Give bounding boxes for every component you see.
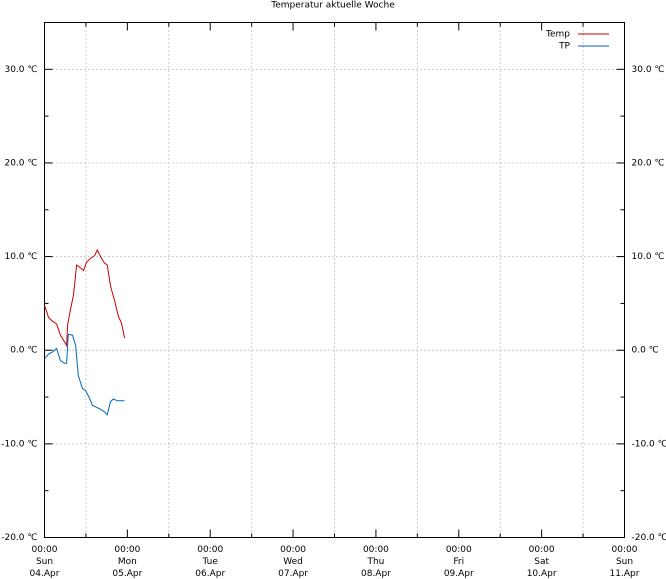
y2-tick-label: 10.0 ℃ bbox=[632, 252, 665, 262]
legend-label: TP bbox=[558, 42, 570, 52]
x-tick-date: 05.Apr bbox=[112, 569, 142, 579]
x-tick-date: 11.Apr bbox=[610, 569, 640, 579]
x-tick-day: Fri bbox=[453, 557, 464, 567]
x-tick-label: 00:00 bbox=[280, 545, 306, 555]
x-tick-label: 00:00 bbox=[114, 545, 140, 555]
x-tick-day: Thu bbox=[366, 557, 384, 567]
y2-tick-label: -10.0 ℃ bbox=[632, 439, 666, 449]
y-tick-label: 30.0 ℃ bbox=[4, 65, 37, 75]
x-tick-label: 00:00 bbox=[446, 545, 472, 555]
x-tick-date: 04.Apr bbox=[30, 569, 60, 579]
legend-label: Temp bbox=[545, 30, 570, 40]
x-tick-date: 10.Apr bbox=[527, 569, 557, 579]
data-line bbox=[44, 248, 126, 348]
x-tick-day: Tue bbox=[202, 557, 219, 567]
y2-tick-label: 30.0 ℃ bbox=[632, 65, 665, 75]
y-tick-label: -10.0 ℃ bbox=[1, 439, 37, 449]
x-tick-date: 08.Apr bbox=[361, 569, 391, 579]
x-tick-label: 00:00 bbox=[529, 545, 555, 555]
x-tick-day: Sat bbox=[534, 557, 549, 567]
x-tick-day: Wed bbox=[283, 557, 303, 567]
y-tick-label: 0.0 ℃ bbox=[10, 346, 37, 356]
x-tick-day: Mon bbox=[118, 557, 137, 567]
plot-frame bbox=[44, 22, 625, 538]
y-tick-label: -20.0 ℃ bbox=[1, 533, 37, 543]
data-line bbox=[44, 333, 125, 416]
y2-tick-label: 20.0 ℃ bbox=[632, 158, 665, 168]
x-tick-date: 06.Apr bbox=[195, 569, 225, 579]
y2-tick-label: 0.0 ℃ bbox=[632, 346, 659, 356]
x-tick-day: Sun bbox=[616, 557, 633, 567]
x-tick-date: 09.Apr bbox=[444, 569, 474, 579]
y2-tick-label: -20.0 ℃ bbox=[632, 533, 666, 543]
y-tick-label: 20.0 ℃ bbox=[4, 158, 37, 168]
x-tick-label: 00:00 bbox=[32, 545, 58, 555]
x-tick-label: 00:00 bbox=[197, 545, 223, 555]
chart-title: Temperatur aktuelle Woche bbox=[270, 1, 395, 11]
x-tick-date: 07.Apr bbox=[278, 569, 308, 579]
x-tick-label: 00:00 bbox=[363, 545, 389, 555]
x-tick-day: Sun bbox=[36, 557, 53, 567]
y-tick-label: 10.0 ℃ bbox=[4, 252, 37, 262]
x-tick-label: 00:00 bbox=[612, 545, 638, 555]
